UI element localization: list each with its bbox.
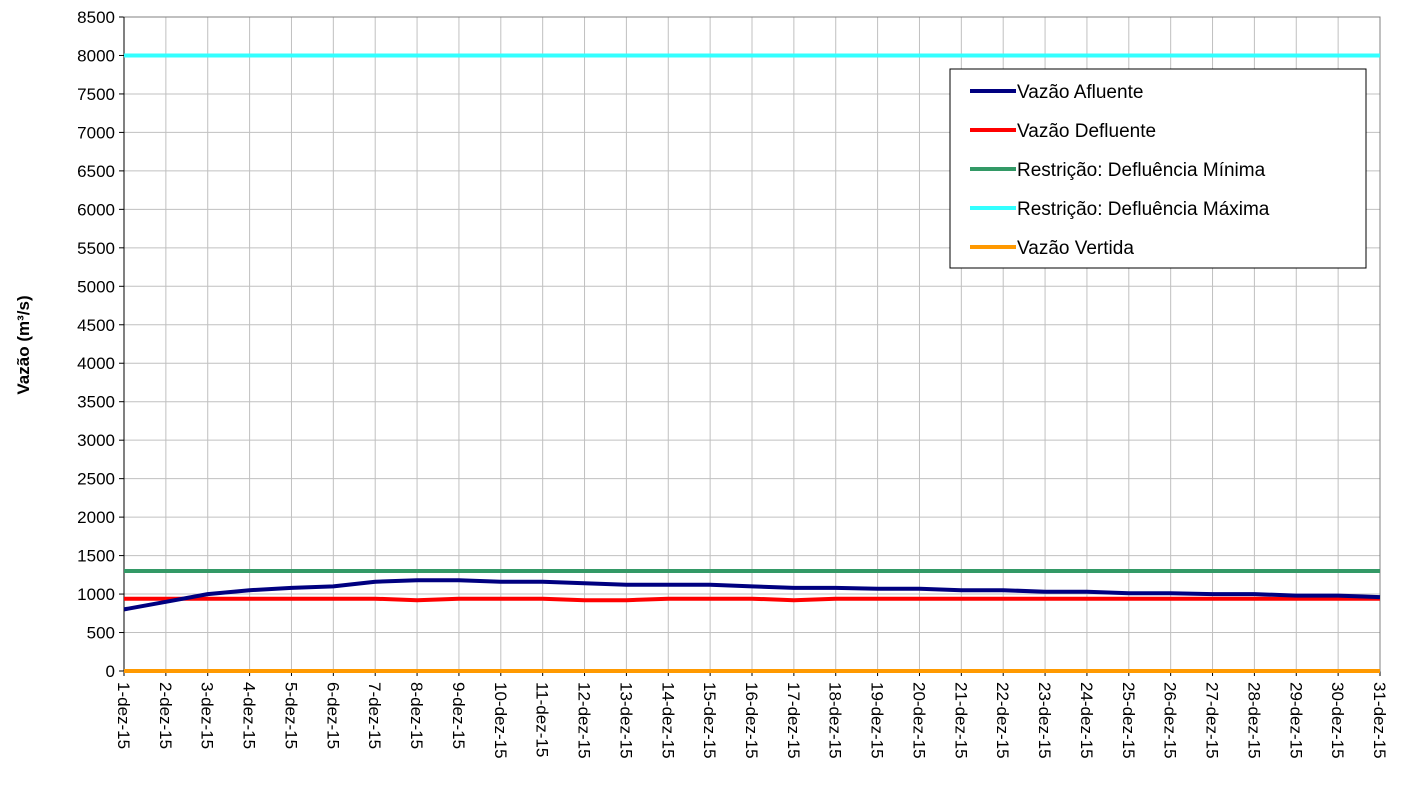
x-tick-label: 23-dez-15 xyxy=(1035,682,1054,759)
legend-label: Vazão Vertida xyxy=(1017,238,1134,259)
y-tick-label: 8000 xyxy=(77,46,115,65)
y-tick-label: 2000 xyxy=(77,508,115,527)
x-tick-label: 18-dez-15 xyxy=(826,682,845,759)
y-tick-label: 6500 xyxy=(77,162,115,181)
legend-label: Vazão Defluente xyxy=(1017,121,1156,142)
y-tick-label: 0 xyxy=(106,662,115,681)
y-tick-label: 1500 xyxy=(77,547,115,566)
legend-label: Restrição: Defluência Máxima xyxy=(1017,199,1270,220)
y-tick-label: 2500 xyxy=(77,470,115,489)
y-tick-label: 6000 xyxy=(77,200,115,219)
x-tick-label: 17-dez-15 xyxy=(784,682,803,759)
y-tick-label: 500 xyxy=(87,624,115,643)
series-line-1 xyxy=(124,596,1380,603)
y-axis-title: Vazão (m³/s) xyxy=(14,295,33,394)
y-tick-label: 5500 xyxy=(77,239,115,258)
x-tick-label: 12-dez-15 xyxy=(575,682,594,759)
x-tick-label: 24-dez-15 xyxy=(1077,682,1096,759)
x-tick-label: 29-dez-15 xyxy=(1286,682,1305,759)
x-tick-label: 6-dez-15 xyxy=(323,682,342,749)
x-tick-label: 11-dez-15 xyxy=(533,682,552,757)
legend-label: Restrição: Defluência Mínima xyxy=(1017,160,1266,181)
legend: Vazão Afluente Vazão Defluente Restrição: … xyxy=(949,68,1367,269)
y-tick-label: 7000 xyxy=(77,123,115,142)
y-tick-label: 1000 xyxy=(77,585,115,604)
y-tick-label: 5000 xyxy=(77,277,115,296)
x-tick-label: 15-dez-15 xyxy=(700,682,719,759)
legend-label: Vazão Afluente xyxy=(1017,82,1143,103)
x-tick-label: 22-dez-15 xyxy=(993,682,1012,759)
y-tick-label: 3500 xyxy=(77,393,115,412)
y-tick-label: 8500 xyxy=(77,8,115,27)
x-tick-label: 31-dez-15 xyxy=(1370,682,1389,759)
series-line-0 xyxy=(123,578,1381,612)
x-tick-label: 27-dez-15 xyxy=(1203,682,1222,759)
x-tick-label: 19-dez-15 xyxy=(868,682,887,759)
x-tick-label: 2-dez-15 xyxy=(156,682,175,749)
x-tick-label: 20-dez-15 xyxy=(909,682,928,759)
x-tick-label: 21-dez-15 xyxy=(951,682,970,759)
y-tick-labels: 0 500 1000 1500 2000 2500 3000 3500 4000 4500 5000… xyxy=(77,8,115,681)
x-tick-label: 4-dez-15 xyxy=(240,682,259,749)
x-tick-label: 30-dez-15 xyxy=(1328,682,1347,759)
y-tick-label: 4000 xyxy=(77,354,115,373)
x-tick-label: 5-dez-15 xyxy=(281,682,300,749)
y-tick-label: 4500 xyxy=(77,316,115,335)
x-tick-label: 16-dez-15 xyxy=(742,682,761,759)
x-tick-labels: 1-dez-15 2-dez-15 3-dez-15 4-dez-15 5-dez-15… xyxy=(114,682,1389,759)
series-lines xyxy=(123,53,1381,673)
x-tick-label: 3-dez-15 xyxy=(198,682,217,749)
x-tick-label: 1-dez-15 xyxy=(114,682,133,749)
y-tick-label: 3000 xyxy=(77,431,115,450)
legend-box xyxy=(949,68,1367,269)
x-tick-label: 14-dez-15 xyxy=(658,682,677,759)
x-tick-label: 8-dez-15 xyxy=(407,682,426,749)
x-tick-label: 7-dez-15 xyxy=(365,682,384,749)
x-tick-label: 26-dez-15 xyxy=(1161,682,1180,759)
x-tick-label: 13-dez-15 xyxy=(616,682,635,759)
x-tick-label: 9-dez-15 xyxy=(449,682,468,749)
x-tick-label: 25-dez-15 xyxy=(1119,682,1138,759)
x-tick-label: 28-dez-15 xyxy=(1244,682,1263,759)
y-tick-label: 7500 xyxy=(77,85,115,104)
x-tick-label: 10-dez-15 xyxy=(491,682,510,759)
